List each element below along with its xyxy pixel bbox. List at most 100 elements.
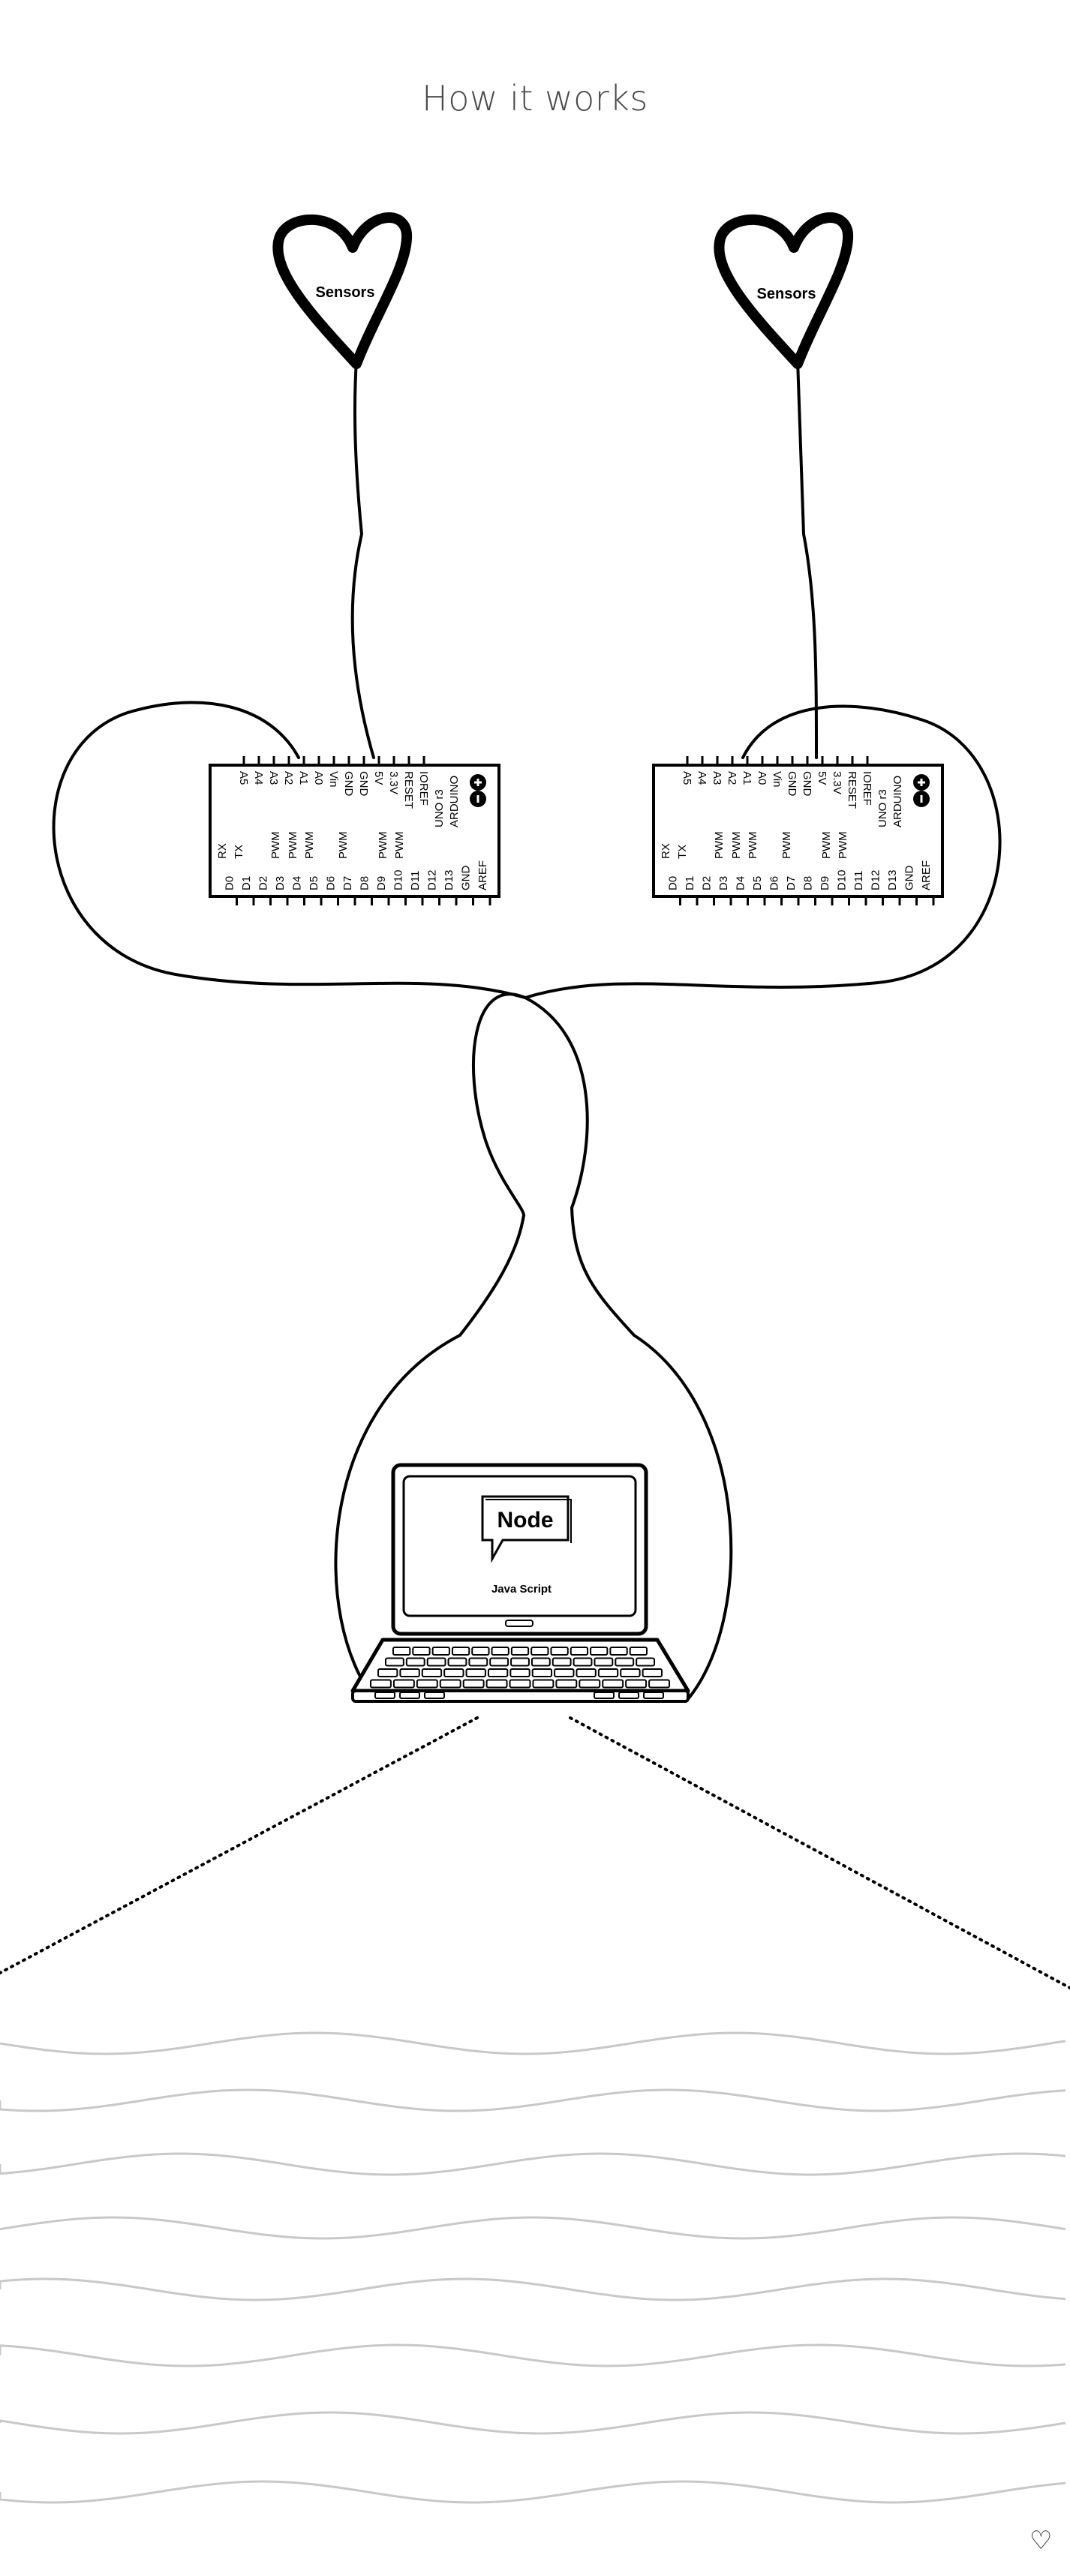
pwm-label: PWM xyxy=(713,831,726,859)
pwm-label: PWM xyxy=(837,831,849,859)
rx-label: RX xyxy=(216,843,229,859)
keyboard-key xyxy=(399,1668,420,1677)
pwm-label: PWM xyxy=(377,831,389,859)
usb-cables xyxy=(52,701,1002,1701)
pin-label: A4 xyxy=(696,771,708,785)
keyboard-key xyxy=(485,1679,508,1689)
keyboard-key xyxy=(385,1657,404,1667)
pwm-label: PWM xyxy=(730,831,743,859)
keyboard-key xyxy=(416,1679,438,1689)
keyboard-key xyxy=(554,1668,575,1677)
pin-label: RESET xyxy=(846,771,858,809)
keyboard-key xyxy=(602,1679,624,1689)
arduino-logo-icon xyxy=(913,774,930,807)
keyboard-key xyxy=(642,1668,663,1677)
keyboard-key xyxy=(530,1657,551,1667)
pin-label: D11 xyxy=(852,871,865,890)
wave-line xyxy=(0,2088,1066,2112)
keyboard-key xyxy=(405,1657,425,1667)
keyboard-key xyxy=(590,1647,609,1656)
dotted-link-left xyxy=(0,1716,479,1974)
usb-cable-left-loop xyxy=(52,701,527,999)
pin-label: Vin xyxy=(771,771,783,787)
keyboard-key xyxy=(532,1679,555,1689)
rx-label: RX xyxy=(660,843,672,859)
pin-label: IOREF xyxy=(417,771,430,806)
pin-label: Vin xyxy=(327,771,340,787)
pin-label: D2 xyxy=(701,876,714,890)
node-label: Node xyxy=(497,1508,554,1533)
keyboard-key xyxy=(491,1647,509,1656)
keyboard-key xyxy=(421,1668,443,1677)
pin-label: GND xyxy=(460,866,473,891)
keyboard-key xyxy=(573,1657,593,1667)
pin-label: D7 xyxy=(785,876,798,890)
arduino-logo-icon xyxy=(470,774,486,807)
pin-label: D0 xyxy=(667,876,680,890)
keyboard-key xyxy=(370,1679,392,1689)
laptop-keyboard xyxy=(370,1647,670,1689)
pwm-label: PWM xyxy=(303,831,316,859)
keyboard-key xyxy=(471,1647,490,1656)
keyboard-key xyxy=(447,1657,467,1667)
dotted-links xyxy=(0,1716,1070,1989)
wave-line xyxy=(0,2480,1066,2504)
pwm-label: PWM xyxy=(747,831,759,859)
heart-icon xyxy=(714,212,854,369)
keyboard-key xyxy=(392,1647,411,1656)
pin-label: D5 xyxy=(308,876,320,890)
pwm-label: PWM xyxy=(820,831,833,859)
keyboard-key xyxy=(465,1668,486,1677)
pin-label: AREF xyxy=(476,860,489,890)
keyboard-key xyxy=(615,1657,635,1667)
keyboard-key xyxy=(570,1647,589,1656)
wave-line xyxy=(0,2411,1066,2435)
pin-label: A5 xyxy=(681,771,693,785)
pin-label: 3.3V xyxy=(831,771,843,794)
keyboard-key xyxy=(555,1679,578,1689)
keyboard-key xyxy=(510,1657,530,1667)
laptop-ports xyxy=(374,1692,664,1699)
pin-label: RESET xyxy=(402,771,415,809)
wave-line xyxy=(0,2152,1066,2176)
dotted-link-right xyxy=(569,1716,1070,1989)
wave-line xyxy=(0,2031,1066,2055)
pin-label: D10 xyxy=(836,869,849,890)
keyboard-key xyxy=(392,1679,415,1689)
keyboard-key xyxy=(597,1668,619,1677)
arduino-brand: ARDUINO xyxy=(891,776,904,827)
pin-label: D12 xyxy=(426,869,439,890)
keyboard-key xyxy=(412,1647,431,1656)
pin-label: D3 xyxy=(274,876,287,890)
heart-sensor-left: Sensors xyxy=(272,212,413,369)
pin-label: A2 xyxy=(282,771,295,785)
usb-cable-left xyxy=(334,1214,525,1701)
pin-label: A0 xyxy=(756,771,768,785)
keyboard-key xyxy=(487,1668,509,1677)
pwm-label: PWM xyxy=(269,831,282,859)
pin-label: D4 xyxy=(291,876,304,890)
keyboard-key xyxy=(530,1647,549,1656)
sensor-label-left: Sensors xyxy=(316,284,375,301)
keyboard-key xyxy=(648,1679,670,1689)
arduino-outline xyxy=(209,764,500,898)
arduino-outline xyxy=(652,764,944,898)
pin-label: A0 xyxy=(312,771,325,785)
pin-label: A5 xyxy=(237,771,250,785)
keyboard-key xyxy=(609,1647,628,1656)
usb-cable-right-loop xyxy=(524,704,1002,999)
sensor-label-right: Sensors xyxy=(757,286,816,302)
pin-label: D10 xyxy=(392,869,405,890)
pin-label: D7 xyxy=(341,876,354,890)
pin-label: D6 xyxy=(325,876,338,890)
pin-label: D13 xyxy=(886,869,899,890)
pin-label: GND xyxy=(903,866,916,891)
sensor-wires xyxy=(350,359,818,759)
pin-label: GND xyxy=(801,771,813,797)
pin-label: D2 xyxy=(257,876,270,890)
keyboard-key xyxy=(439,1679,461,1689)
pin-label: 3.3V xyxy=(387,771,400,794)
pin-label: A2 xyxy=(726,771,738,785)
